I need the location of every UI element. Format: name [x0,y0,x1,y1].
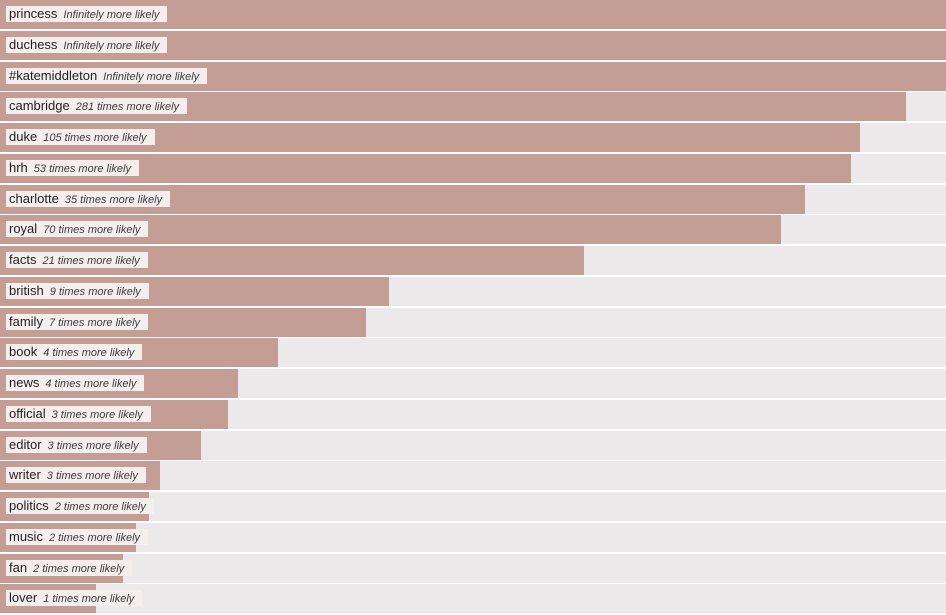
bar-label: charlotte 35 times more likely [6,191,171,207]
data-label: 9 times more likely [49,286,141,298]
bar-label: music 2 times more likely [6,529,149,545]
bar-label: writer 3 times more likely [6,467,146,483]
data-label: 21 times more likely [42,255,140,267]
bar-row: official 3 times more likely [0,400,946,429]
bar-row: hrh 53 times more likely [0,154,946,183]
data-label: 4 times more likely [45,378,137,390]
category-label: news [9,375,40,390]
category-label: royal [9,221,38,236]
bar-row: facts 21 times more likely [0,246,946,275]
bar-row: editor 3 times more likely [0,431,946,460]
bar-row: cambridge 281 times more likely [0,92,946,121]
data-label: 2 times more likely [48,532,141,544]
bar-label: duchess Infinitely more likely [6,37,168,53]
category-label: cambridge [9,98,70,113]
bar-row: fan 2 times more likely [0,554,946,583]
category-label: princess [9,6,58,21]
category-label: hrh [9,160,28,175]
data-label: 105 times more likely [43,132,147,144]
data-label: 2 times more likely [33,563,125,575]
bar-row: writer 3 times more likely [0,461,946,490]
category-label: writer [9,467,41,482]
bar-row: duchess Infinitely more likely [0,31,946,60]
bar-row: charlotte 35 times more likely [0,185,946,214]
category-label: lover [9,590,38,605]
bar-row: princess Infinitely more likely [0,0,946,29]
category-label: charlotte [9,191,59,206]
category-label: official [9,406,46,421]
category-label: editor [9,437,42,452]
data-label: 70 times more likely [43,224,141,236]
data-label: 2 times more likely [54,501,146,513]
category-label: family [9,314,43,329]
category-label: politics [9,498,49,513]
data-label: 35 times more likely [64,194,163,206]
category-label: fan [9,560,28,575]
bar-row: politics 2 times more likely [0,492,946,521]
category-label: duchess [9,37,58,52]
data-label: 53 times more likely [33,163,131,175]
bar-label: fan 2 times more likely [6,560,133,576]
category-label: book [9,344,38,359]
bar-label: british 9 times more likely [6,283,149,299]
bar-label: editor 3 times more likely [6,437,147,453]
data-label: 3 times more likely [46,470,138,482]
bar [0,154,851,183]
data-label: 3 times more likely [47,440,139,452]
bar-row: #katemiddleton Infinitely more likely [0,62,946,91]
bar-row: book 4 times more likely [0,338,946,367]
data-label: Infinitely more likely [63,40,160,52]
bar-label: hrh 53 times more likely [6,160,139,176]
data-label: Infinitely more likely [63,9,160,21]
bar-label: royal 70 times more likely [6,221,149,237]
category-label: duke [9,129,38,144]
bar-row: lover 1 times more likely [0,584,946,613]
bar-row: news 4 times more likely [0,369,946,398]
bar-label: duke 105 times more likely [6,129,155,145]
bar-row: duke 105 times more likely [0,123,946,152]
data-label: 281 times more likely [75,101,180,113]
data-label: 1 times more likely [43,593,135,605]
bar-label: news 4 times more likely [6,375,145,391]
data-label: 7 times more likely [48,317,141,329]
bar-row: british 9 times more likely [0,277,946,306]
bar-row: royal 70 times more likely [0,215,946,244]
bar-label: politics 2 times more likely [6,498,154,514]
category-label: music [9,529,43,544]
bar-row: family 7 times more likely [0,308,946,337]
bar-label: facts 21 times more likely [6,252,148,268]
category-label: #katemiddleton [9,68,98,83]
category-label: british [9,283,44,298]
category-label: facts [9,252,37,267]
bar-label: book 4 times more likely [6,344,143,360]
bar-label: cambridge 281 times more likely [6,98,188,114]
data-label: 4 times more likely [43,347,135,359]
bar-label: #katemiddleton Infinitely more likely [6,68,208,84]
bar-row: music 2 times more likely [0,523,946,552]
data-label: Infinitely more likely [103,71,200,83]
bar-label: official 3 times more likely [6,406,151,422]
bar-label: lover 1 times more likely [6,590,143,606]
bar-label: princess Infinitely more likely [6,6,168,22]
data-label: 3 times more likely [51,409,143,421]
bar-label: family 7 times more likely [6,314,149,330]
